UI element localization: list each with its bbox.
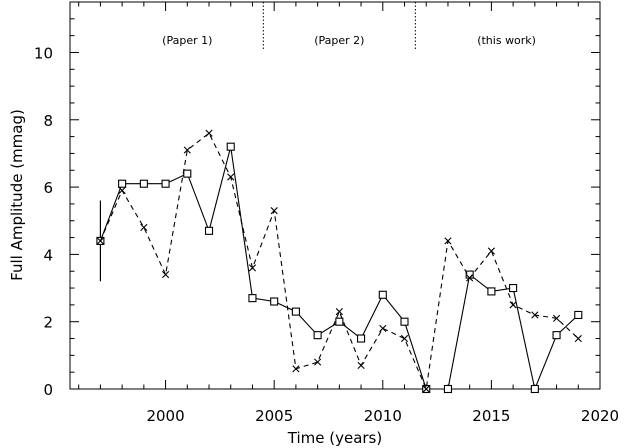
square-marker — [378, 290, 387, 299]
cross-marker — [314, 358, 322, 366]
cross-marker — [466, 274, 474, 282]
cross-marker — [205, 129, 213, 137]
x-tick-label: 2015 — [472, 407, 510, 425]
cross-marker — [140, 223, 148, 232]
y-tick-label: 2 — [43, 314, 53, 332]
square-marker — [530, 384, 539, 394]
cross-marker — [118, 186, 126, 195]
square-marker — [118, 179, 127, 188]
square-marker — [357, 334, 366, 343]
cross-marker — [96, 237, 104, 245]
section-label: (Paper 1) — [162, 34, 212, 47]
section-label: (Paper 2) — [314, 34, 364, 47]
square-marker — [248, 294, 257, 303]
y-tick-label: 8 — [43, 112, 53, 130]
cross-series-line — [99, 132, 579, 392]
cross-marker — [422, 385, 430, 393]
cross-marker — [444, 237, 452, 245]
square-marker — [291, 307, 300, 316]
cross-marker — [248, 264, 257, 272]
cross-marker — [574, 334, 582, 343]
square-marker — [443, 384, 453, 394]
cross-marker — [227, 173, 235, 181]
square-series-line — [99, 146, 579, 391]
square-marker — [139, 179, 148, 188]
cross-marker — [270, 207, 278, 215]
y-tick-label: 10 — [34, 44, 53, 62]
x-tick-label: 2020 — [581, 407, 619, 425]
square-marker — [552, 331, 561, 340]
x-tick-label: 2010 — [364, 407, 402, 425]
cross-marker — [531, 311, 539, 319]
plot-frame — [69, 1, 601, 390]
y-axis-title: Full Amplitude (mmag) — [8, 109, 26, 281]
cross-marker — [335, 308, 343, 316]
cross-marker — [487, 247, 495, 255]
y-tick-label: 0 — [43, 381, 53, 399]
cross-marker — [357, 361, 365, 370]
x-axis-title: Time (years) — [287, 429, 382, 447]
cross-marker — [161, 270, 170, 279]
x-tick-label: 2005 — [255, 407, 293, 425]
square-marker — [204, 226, 214, 235]
cross-marker — [183, 146, 191, 154]
square-marker — [335, 317, 344, 326]
x-tick-label: 2000 — [146, 407, 184, 425]
square-marker — [313, 331, 322, 340]
section-label: (this work) — [477, 34, 536, 47]
cross-marker — [379, 324, 387, 333]
cross-marker — [509, 301, 517, 309]
square-marker — [183, 169, 192, 178]
y-tick-label: 4 — [43, 246, 53, 264]
y-tick-label: 6 — [43, 179, 53, 197]
square-marker — [487, 287, 496, 296]
square-marker — [161, 179, 170, 188]
cross-marker — [552, 314, 561, 322]
cross-marker — [292, 365, 300, 373]
square-marker — [226, 142, 235, 151]
square-marker — [574, 310, 583, 320]
square-marker — [400, 317, 409, 326]
cross-marker — [400, 334, 409, 343]
square-marker — [270, 297, 279, 306]
square-marker — [509, 283, 518, 293]
